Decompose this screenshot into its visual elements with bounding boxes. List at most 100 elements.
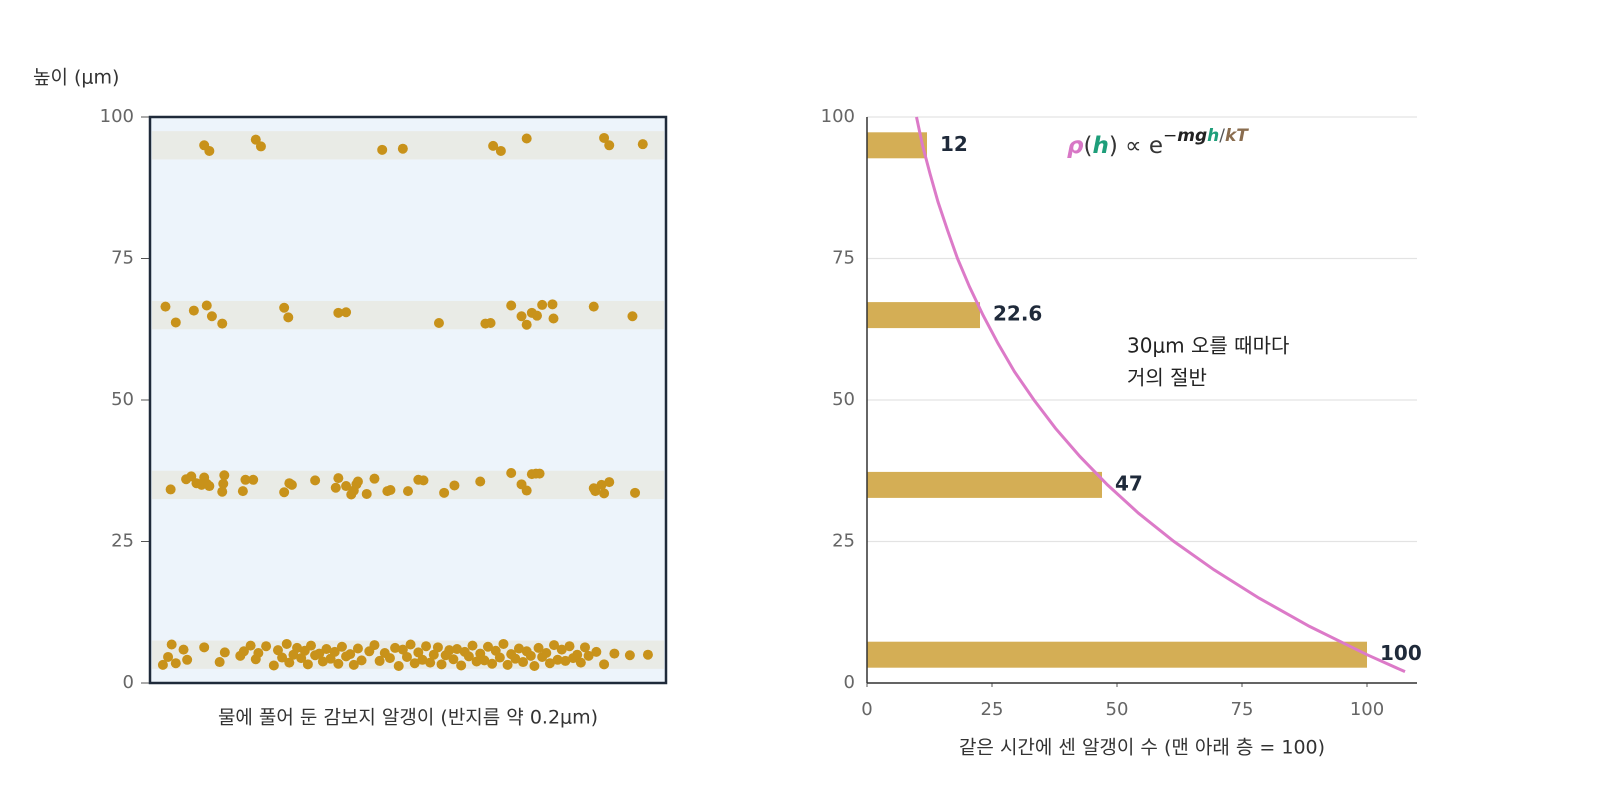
- particle: [317, 656, 328, 667]
- particle: [510, 653, 521, 664]
- particle: [604, 477, 615, 488]
- x-axis-label: 물에 풀어 둔 감보지 알갱이 (반지름 약 0.2μm): [218, 707, 598, 729]
- particle: [333, 658, 344, 669]
- particle: [219, 647, 230, 658]
- y-tick-label: 50: [111, 389, 134, 410]
- particle: [283, 312, 294, 323]
- particle: [579, 642, 590, 653]
- particle: [384, 653, 395, 664]
- formula: ρ(h) ∝ e−mgh/kT: [1067, 126, 1249, 159]
- particle: [596, 479, 607, 490]
- particle: [479, 655, 490, 666]
- y-tick-label: 50: [832, 389, 855, 410]
- particle: [302, 659, 313, 670]
- particle: [537, 299, 548, 310]
- particle: [487, 658, 498, 669]
- particle: [467, 640, 478, 651]
- particle: [356, 655, 367, 666]
- particle: [521, 319, 532, 330]
- particle: [217, 318, 228, 329]
- particle: [261, 641, 272, 652]
- particle: [560, 655, 571, 666]
- particle: [547, 299, 558, 310]
- particle: [218, 478, 229, 489]
- y-tick-label: 100: [821, 106, 855, 127]
- particle: [272, 645, 283, 656]
- formula-part: /: [1219, 126, 1225, 146]
- bar: [867, 132, 927, 159]
- particle: [238, 646, 249, 657]
- particle: [591, 646, 602, 657]
- particle: [599, 132, 610, 143]
- particle: [186, 471, 197, 482]
- particle: [599, 488, 610, 499]
- particle: [532, 310, 542, 321]
- formula-part: (: [1083, 133, 1092, 159]
- particle: [521, 485, 532, 496]
- particle: [564, 641, 575, 652]
- particle: [321, 644, 332, 655]
- particle: [498, 638, 509, 649]
- particle: [471, 656, 482, 667]
- particle: [279, 487, 290, 498]
- particle: [165, 484, 176, 495]
- particle: [433, 318, 444, 329]
- particle: [452, 644, 463, 655]
- particle: [240, 474, 251, 485]
- particle: [314, 648, 325, 659]
- particle: [588, 301, 599, 312]
- plot-frame: [148, 115, 668, 685]
- particle: [253, 648, 264, 659]
- particle: [552, 654, 563, 665]
- particle: [439, 487, 450, 498]
- y-tick-label: 75: [111, 248, 134, 269]
- particle: [541, 648, 552, 659]
- particle: [292, 642, 303, 653]
- particle: [630, 487, 641, 498]
- particle: [369, 473, 380, 484]
- particle: [279, 302, 290, 313]
- particle: [352, 476, 363, 487]
- particle: [533, 642, 544, 653]
- particle: [403, 486, 413, 497]
- particle: [336, 641, 347, 652]
- particle: [214, 657, 225, 668]
- particle: [333, 473, 344, 484]
- y-tick-label: 25: [111, 531, 134, 552]
- particle: [341, 481, 352, 492]
- particle: [237, 486, 248, 497]
- particle: [609, 648, 620, 659]
- particle: [390, 642, 401, 653]
- particle: [506, 468, 517, 479]
- x-tick-label: 0: [861, 699, 872, 720]
- particle: [590, 486, 601, 497]
- particle: [482, 641, 493, 652]
- bar: [867, 471, 1102, 498]
- layer-band: [152, 300, 664, 330]
- particle: [444, 645, 455, 656]
- plot-background: [150, 117, 666, 683]
- particle: [245, 640, 256, 651]
- particle: [413, 647, 424, 658]
- particle: [575, 657, 586, 668]
- particle: [305, 640, 316, 651]
- particle: [549, 640, 560, 651]
- particle: [170, 658, 181, 669]
- particle: [166, 639, 177, 650]
- particle: [513, 643, 524, 654]
- particle: [377, 144, 388, 155]
- particle: [310, 475, 321, 486]
- particle: [418, 475, 429, 486]
- particle: [204, 145, 215, 156]
- particle: [421, 641, 432, 652]
- x-tick-label: 100: [1350, 699, 1384, 720]
- value-label: 47: [1115, 471, 1143, 495]
- formula-part: h: [1207, 126, 1219, 146]
- particle: [599, 659, 610, 670]
- particle: [160, 301, 171, 312]
- value-label: 100: [1380, 641, 1422, 665]
- particle: [506, 300, 517, 311]
- formula-part: h: [1092, 133, 1108, 159]
- particle: [448, 654, 459, 665]
